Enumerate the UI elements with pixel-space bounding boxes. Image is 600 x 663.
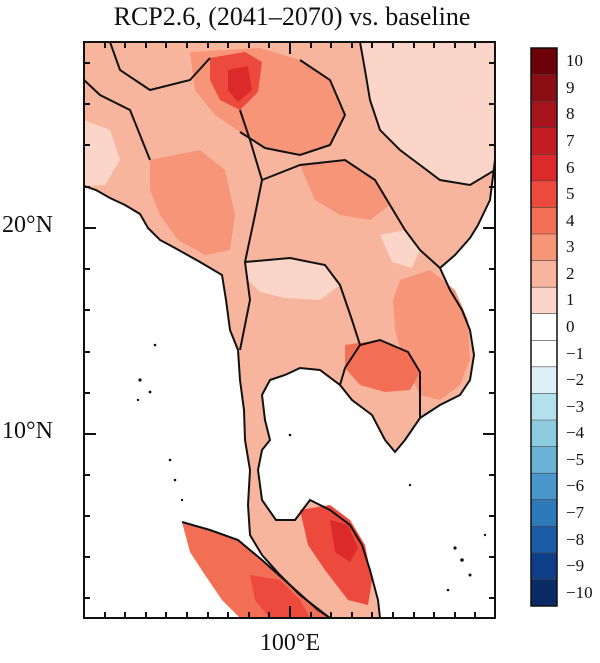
colorbar-tick-label: 3 <box>566 237 575 257</box>
colorbar-swatch <box>531 526 557 554</box>
colorbar-swatch <box>531 207 557 235</box>
colorbar-tick-label: −1 <box>566 343 585 363</box>
colorbar-swatch <box>531 260 557 288</box>
colorbar-tick-label: −10 <box>566 582 593 602</box>
colorbar-tick-label: 6 <box>566 157 575 177</box>
colorbar-swatch <box>531 579 557 607</box>
colorbar-tick-label: −5 <box>566 449 585 469</box>
colorbar-tick-label: 8 <box>566 104 575 124</box>
colorbar-swatch <box>531 74 557 102</box>
colorbar-tick-label: −8 <box>566 529 585 549</box>
map-title: RCP2.6, (2041–2070) vs. baseline <box>113 2 471 31</box>
lon-label-100e: 100°E <box>259 630 321 656</box>
lat-label-20n: 20°N <box>2 212 53 238</box>
zone-central-light <box>245 258 340 300</box>
islands <box>136 343 487 592</box>
colorbar-tick-label: 9 <box>566 77 575 97</box>
colorbar-tick-label: 4 <box>566 210 575 230</box>
colorbar-swatch <box>531 420 557 447</box>
colorbar-swatch <box>531 552 557 580</box>
colorbar-tick-label: −6 <box>566 476 585 496</box>
colorbar-swatch <box>531 154 557 182</box>
zone-peninsula-core <box>330 520 358 562</box>
colorbar-swatch <box>531 127 557 155</box>
lat-label-10n: 10°N <box>2 418 53 444</box>
colorbar-swatch <box>531 393 557 421</box>
colorbar-tick-label: 0 <box>566 317 575 336</box>
colorbar-tick-label: 5 <box>566 184 575 204</box>
map-area <box>84 42 495 618</box>
colorbar-tick-label: 1 <box>566 290 575 310</box>
colorbar-swatch <box>531 101 557 129</box>
colorbar-frame <box>530 47 558 607</box>
colorbar-swatch <box>531 287 557 315</box>
colorbar-swatch <box>531 48 557 75</box>
zone-myanmar-mid <box>150 150 235 255</box>
colorbar-tick-label: −7 <box>566 503 585 522</box>
zone-west-coast <box>84 120 120 186</box>
colorbar-tick-label: −3 <box>566 396 585 416</box>
colorbar <box>530 47 558 607</box>
colorbar-swatch <box>531 446 557 474</box>
zone-north-core <box>228 66 252 102</box>
colorbar-swatch <box>531 366 557 394</box>
colorbar-tick-label: 10 <box>566 51 583 71</box>
colorbar-swatch <box>531 234 557 261</box>
colorbar-tick-label: −4 <box>566 423 585 443</box>
colorbar-tick-label: 7 <box>566 131 575 150</box>
zone-sumatra-hot <box>250 575 310 618</box>
zone-cambodia <box>345 340 420 392</box>
colorbar-swatch <box>531 180 557 208</box>
colorbar-tick-label: 2 <box>566 263 575 283</box>
colorbar-tick-label: −9 <box>566 556 585 576</box>
colorbar-swatch <box>531 313 557 341</box>
colorbar-swatch <box>531 499 557 527</box>
country-borders <box>84 42 495 618</box>
colorbar-swatch <box>531 340 557 368</box>
axis-ticks <box>84 42 495 618</box>
zone-laos-light <box>380 230 420 268</box>
zone-north-east <box>360 42 495 185</box>
colorbar-swatch <box>531 473 557 501</box>
colorbar-tick-label: −2 <box>566 370 585 390</box>
